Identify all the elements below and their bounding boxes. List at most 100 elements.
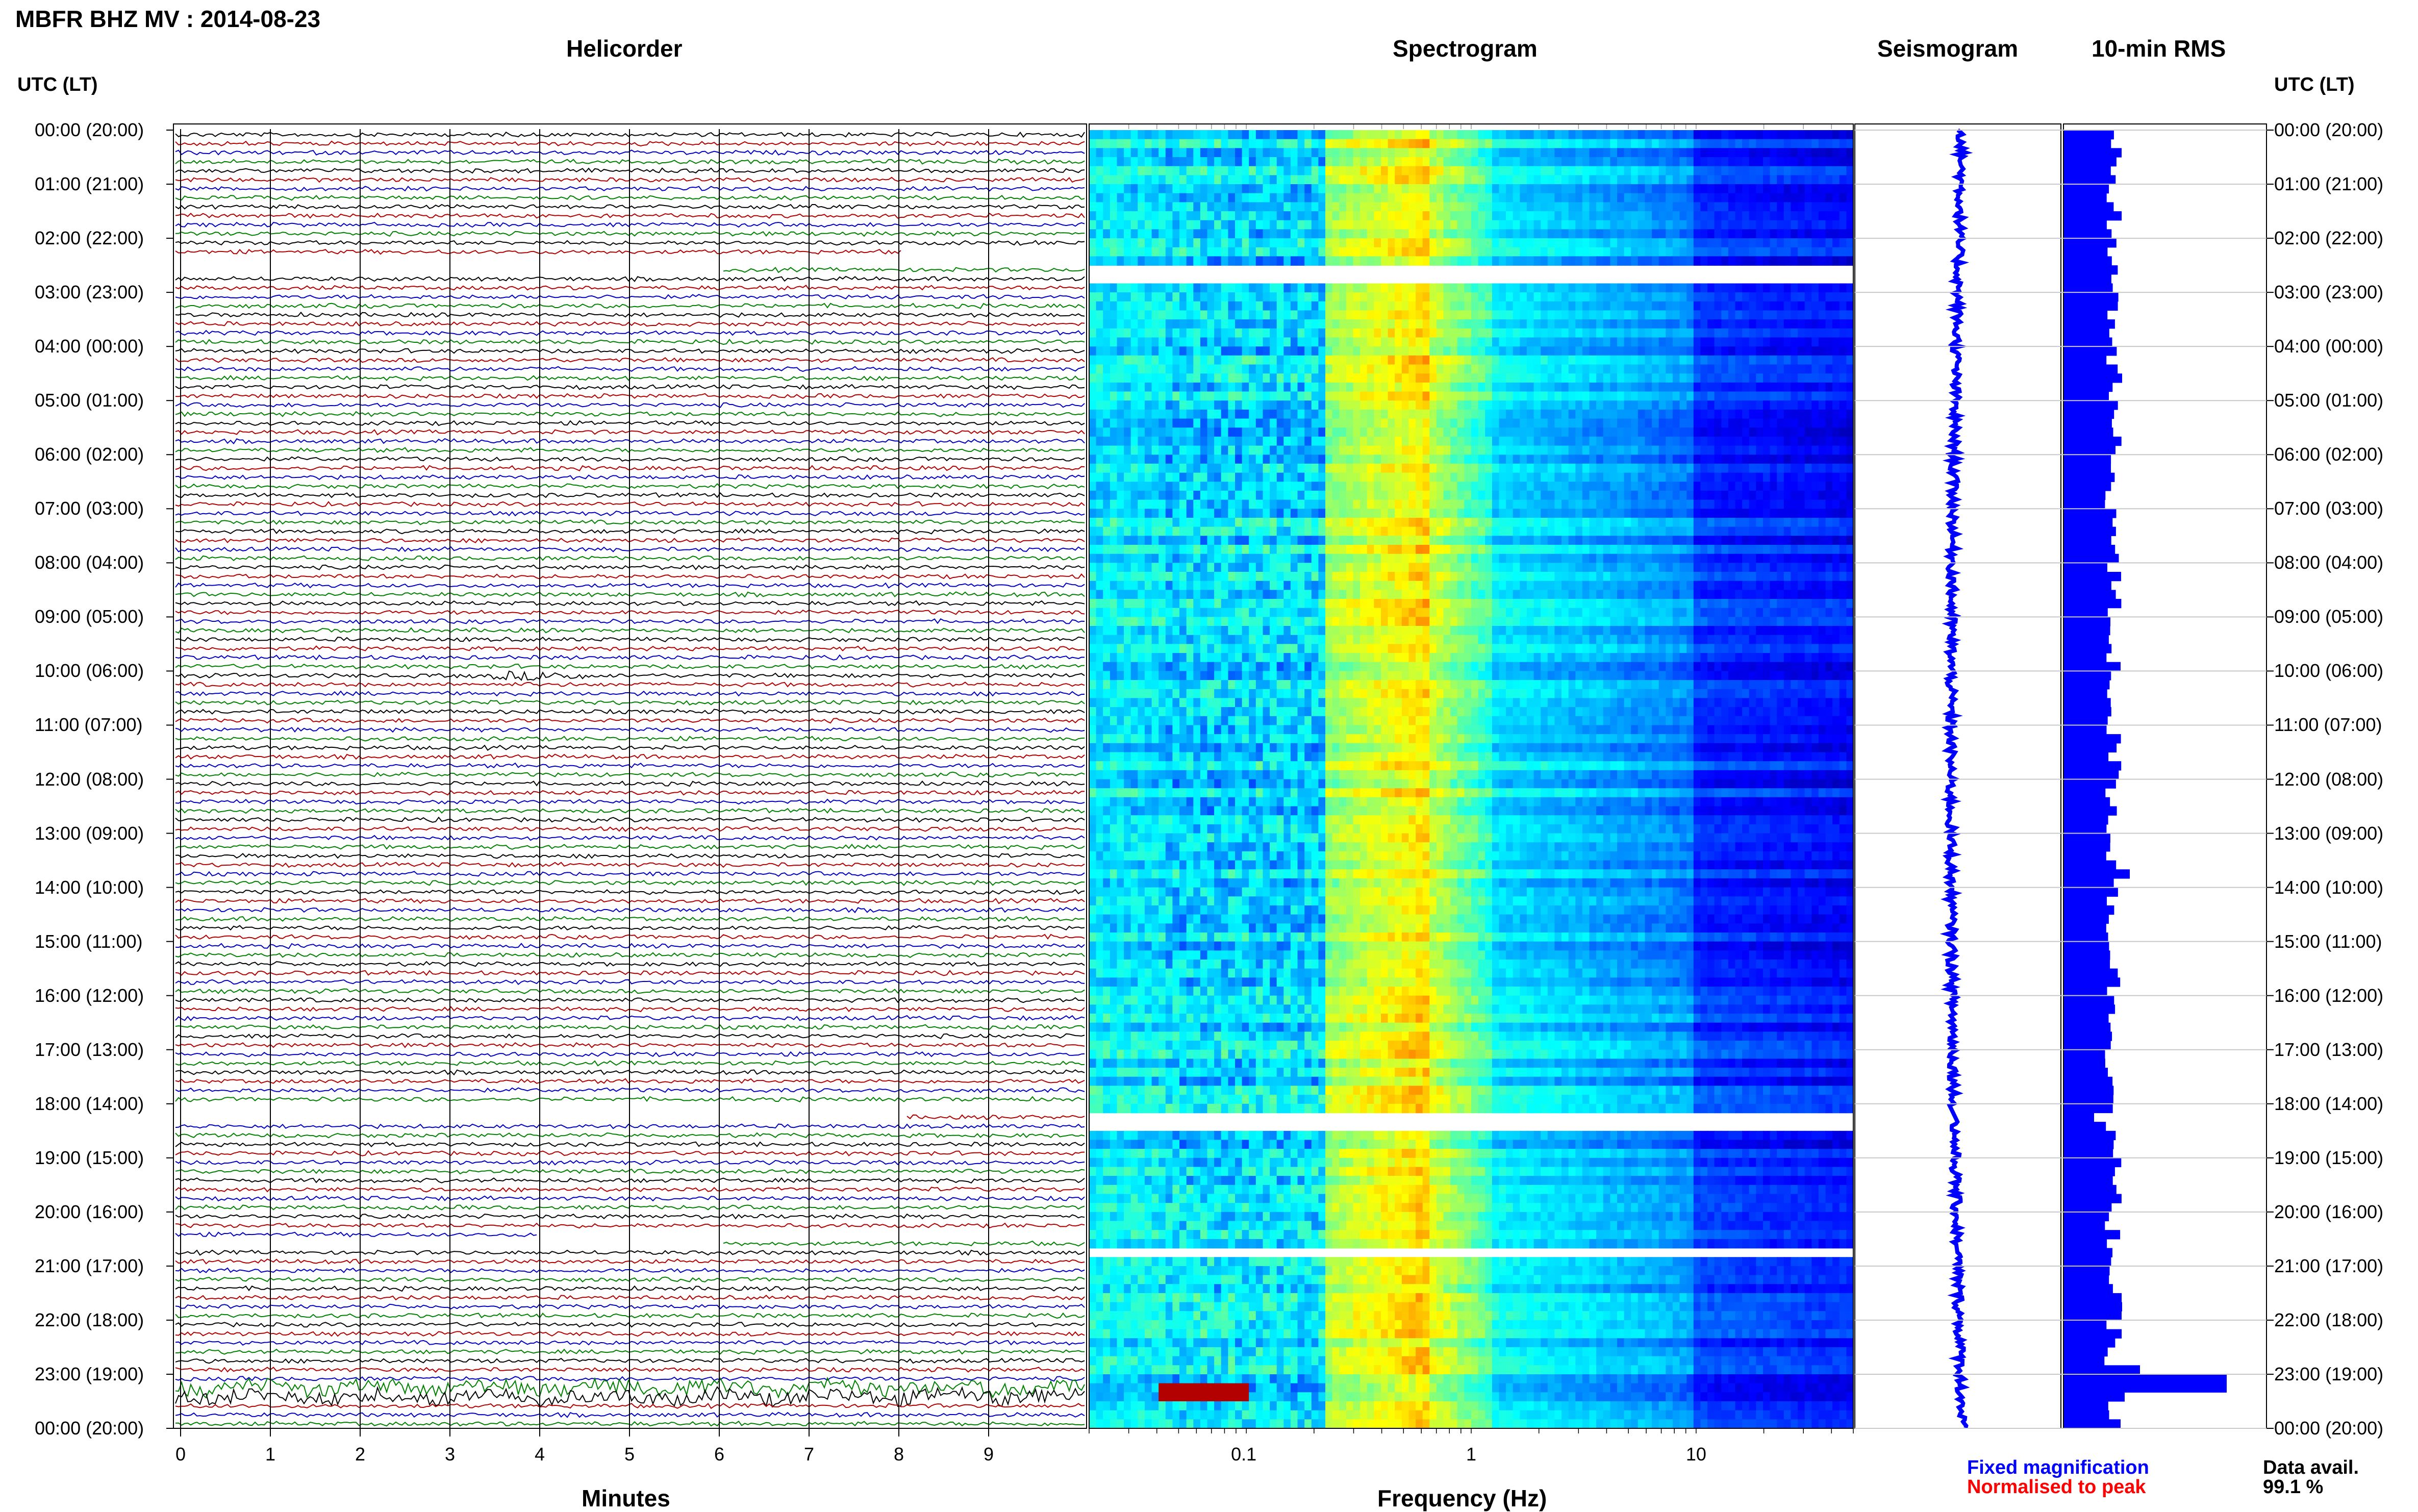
spectrogram-cell [1166, 455, 1173, 464]
spectrogram-cell [1659, 284, 1666, 293]
spectrogram-cell [1561, 238, 1569, 248]
spectrogram-cell [1791, 509, 1798, 518]
spectrogram-cell [1131, 202, 1138, 212]
spectrogram-cell [1513, 148, 1520, 158]
spectrogram-cell [1242, 202, 1249, 212]
spectrogram-cell [1610, 238, 1617, 248]
spectrogram-cell [1166, 211, 1173, 221]
spectrogram-cell [1283, 518, 1291, 527]
spectrogram-cell [1770, 311, 1777, 320]
spectrogram-cell [1395, 446, 1402, 456]
spectrogram-cell [1346, 509, 1353, 518]
spectrogram-cell [1561, 473, 1569, 483]
spectrogram-cell [1798, 130, 1805, 140]
spectrogram-cell [1485, 419, 1492, 429]
spectrogram-cell [1590, 329, 1597, 338]
spectrogram-cell [1256, 536, 1263, 545]
spectrogram-cell [1527, 383, 1534, 392]
spectrogram-cell [1332, 482, 1340, 491]
spectrogram-cell [1270, 329, 1277, 338]
spectrogram-cell [1659, 220, 1666, 230]
spectrogram-cell [1228, 130, 1235, 140]
spectrogram-cell [1291, 193, 1298, 203]
spectrogram-cell [1193, 392, 1200, 401]
spectrogram-cell [1263, 419, 1270, 429]
spectrogram-cell [1610, 319, 1617, 329]
spectrogram-cell [1110, 373, 1117, 383]
spectrogram-cell [1256, 500, 1263, 510]
spectrogram-cell [1805, 427, 1812, 437]
spectrogram-cell [1367, 464, 1374, 473]
spectrogram-cell [1089, 139, 1096, 149]
spectrogram-cell [1569, 338, 1576, 347]
spectrogram-cell [1659, 157, 1666, 167]
spectrogram-cell [1610, 139, 1617, 149]
spectrogram-cell [1103, 383, 1110, 392]
spectrogram-cell [1152, 157, 1159, 167]
spectrogram-cell [1520, 301, 1527, 311]
spectrogram-cell [1721, 247, 1728, 257]
spectrogram-cell [1846, 491, 1853, 500]
spectrogram-cell [1707, 536, 1715, 545]
spectrogram-cell [1298, 175, 1305, 185]
spectrogram-cell [1694, 356, 1701, 365]
spectrogram-cell [1652, 139, 1659, 149]
spectrogram-cell [1554, 491, 1561, 500]
spectrogram-cell [1798, 446, 1805, 456]
spectrogram-cell [1499, 392, 1506, 401]
spectrogram-cell [1096, 419, 1103, 429]
helicorder-trace [723, 267, 1085, 272]
spectrogram-cell [1826, 292, 1833, 302]
spectrogram-cell [1187, 464, 1194, 473]
spectrogram-cell [1291, 427, 1298, 437]
spectrogram-cell [1721, 427, 1728, 437]
spectrogram-cell [1214, 400, 1221, 410]
spectrogram-cell [1298, 464, 1305, 473]
spectrogram-cell [1207, 175, 1215, 185]
spectrogram-cell [1763, 427, 1770, 437]
spectrogram-cell [1437, 319, 1444, 329]
spectrogram-cell [1339, 464, 1346, 473]
spectrogram-cell [1811, 491, 1819, 500]
spectrogram-cell [1520, 346, 1527, 356]
spectrogram-cell [1270, 491, 1277, 500]
spectrogram-cell [1138, 338, 1145, 347]
spectrogram-cell [1554, 373, 1561, 383]
spectrogram-cell [1715, 238, 1722, 248]
spectrogram-cell [1631, 319, 1638, 329]
spectrogram-cell [1513, 130, 1520, 140]
spectrogram-cell [1846, 256, 1853, 266]
spectrogram-cell [1569, 301, 1576, 311]
spectrogram-cell [1666, 184, 1673, 194]
spectrogram-cell [1499, 500, 1506, 510]
spectrogram-cell [1492, 509, 1499, 518]
spectrogram-cell [1235, 247, 1242, 257]
spectrogram-cell [1249, 238, 1256, 248]
spectrogram-cell [1832, 455, 1840, 464]
spectrogram-cell [1548, 211, 1555, 221]
spectrogram-cell [1478, 419, 1485, 429]
spectrogram-cell [1353, 130, 1361, 140]
spectrogram-cell [1819, 410, 1826, 419]
spectrogram-cell [1353, 509, 1361, 518]
spectrogram-cell [1805, 229, 1812, 239]
spectrogram-cell [1437, 500, 1444, 510]
spectrogram-cell [1700, 247, 1707, 257]
spectrogram-cell [1291, 356, 1298, 365]
spectrogram-cell [1228, 329, 1235, 338]
spectrogram-cell [1499, 346, 1506, 356]
spectrogram-cell [1596, 518, 1603, 527]
spectrogram-cell [1770, 437, 1777, 446]
spectrogram-cell [1187, 509, 1194, 518]
spectrogram-cell [1187, 238, 1194, 248]
spectrogram-cell [1735, 356, 1743, 365]
spectrogram-cell [1478, 536, 1485, 545]
spectrogram-cell [1353, 292, 1361, 302]
spectrogram-cell [1214, 373, 1221, 383]
spectrogram-cell [1811, 238, 1819, 248]
spectrogram-cell [1214, 256, 1221, 266]
spectrogram-cell [1721, 500, 1728, 510]
spectrogram-cell [1346, 427, 1353, 437]
spectrogram-cell [1304, 427, 1312, 437]
spectrogram-cell [1277, 383, 1284, 392]
